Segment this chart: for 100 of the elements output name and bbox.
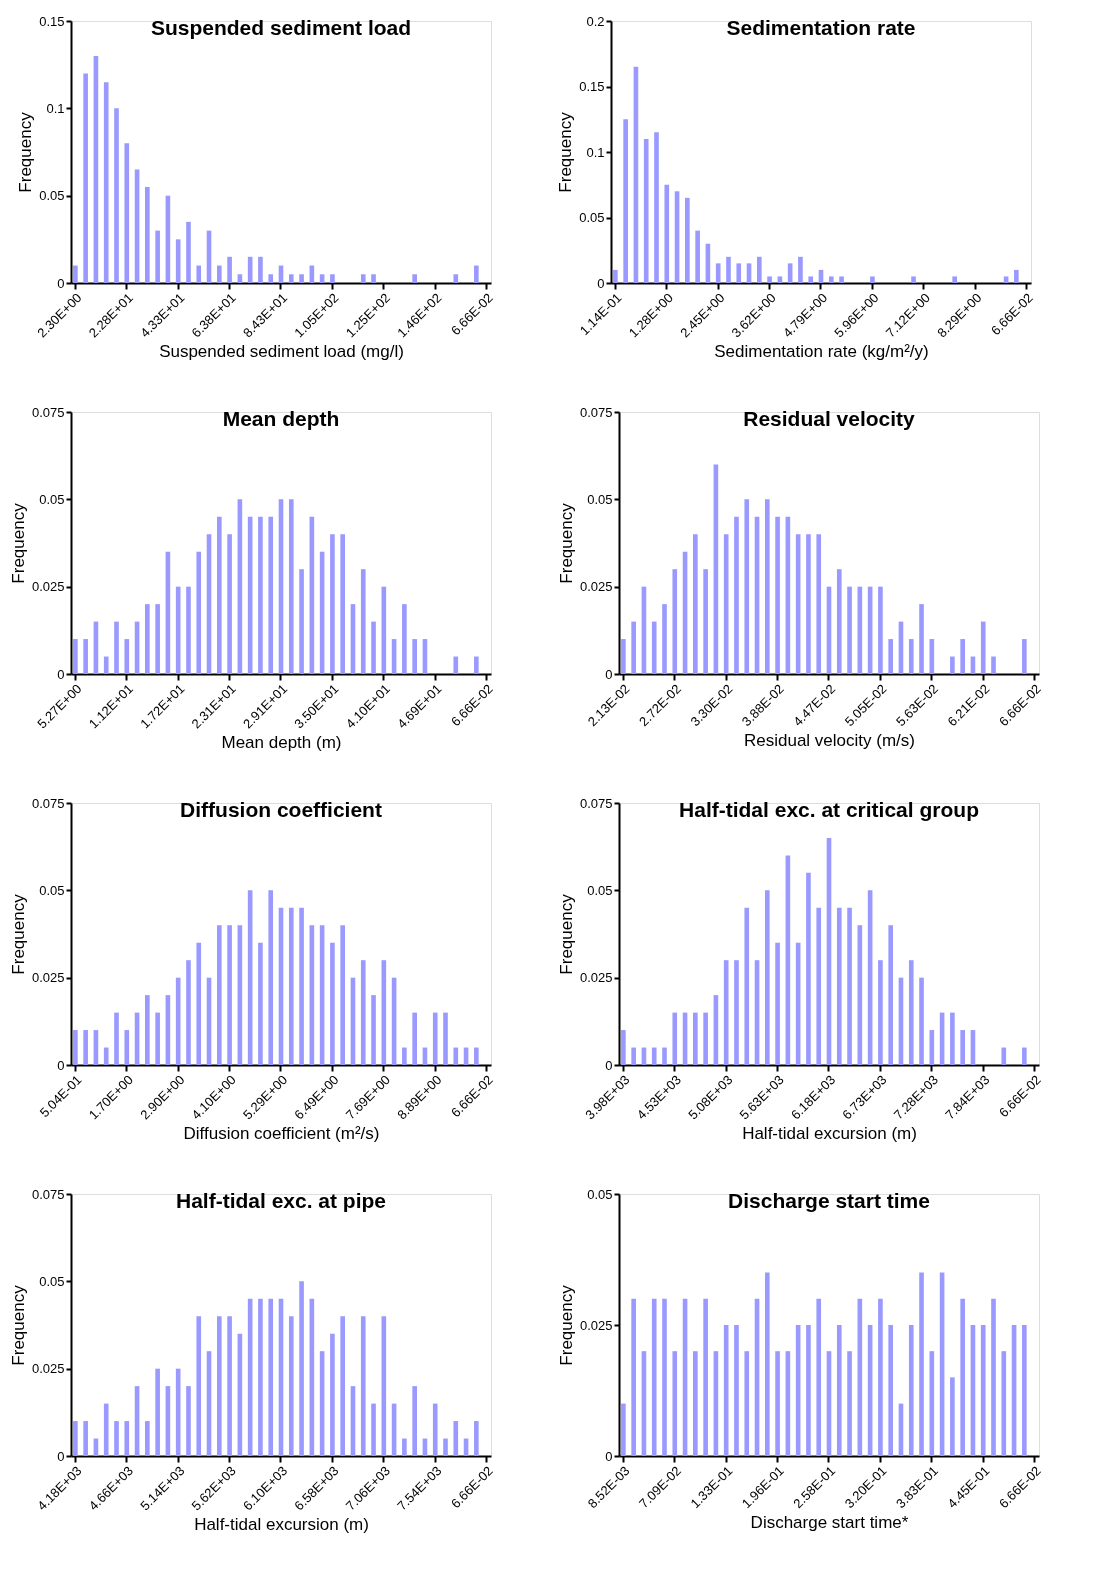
bar [443, 1438, 448, 1456]
bar [631, 1047, 636, 1065]
chart-title: Discharge start time [728, 1189, 930, 1212]
bar [693, 534, 698, 674]
y-tick-label: 0.025 [579, 970, 613, 986]
y-tick-label: 0.05 [39, 882, 65, 898]
bar [83, 73, 88, 283]
y-tick-label: 0 [57, 275, 65, 291]
bar [196, 942, 202, 1065]
bar [991, 1298, 996, 1456]
x-axis-title: Sedimentation rate (kg/m²/y) [714, 342, 929, 362]
bar [217, 265, 222, 283]
bar [217, 1316, 222, 1456]
bar [145, 604, 150, 674]
bar [227, 534, 232, 674]
bar [836, 1325, 842, 1456]
bar [662, 604, 667, 674]
bar [980, 1325, 986, 1456]
y-axis-title: Frequency [8, 502, 28, 584]
bar [155, 1368, 160, 1456]
bar [73, 1421, 78, 1456]
chart-title: Sedimentation rate [726, 16, 916, 39]
bar [744, 907, 750, 1065]
bar [911, 276, 916, 283]
bar [474, 265, 479, 283]
bar [340, 534, 345, 674]
bar [693, 1012, 698, 1065]
bar [453, 656, 459, 674]
bar [765, 1272, 770, 1456]
y-tick-label: 0.025 [31, 970, 65, 986]
x-axis-title: Half-tidal excursion (m) [194, 1515, 369, 1535]
y-tick-label: 0.075 [31, 795, 65, 811]
bar [960, 1298, 965, 1456]
bar [412, 1012, 417, 1065]
bar [736, 263, 742, 283]
bar [631, 1298, 636, 1456]
bar [765, 499, 770, 674]
bar [103, 656, 109, 674]
bar [73, 1030, 78, 1065]
y-axis-title: Frequency [16, 111, 36, 193]
bar [103, 1047, 109, 1065]
bar [360, 960, 366, 1065]
y-tick-label: 0 [57, 1448, 65, 1464]
bar [124, 143, 130, 283]
bar [1022, 1047, 1027, 1065]
bar [103, 1403, 109, 1456]
bar [258, 1298, 263, 1456]
bar [227, 925, 232, 1065]
y-tick-label: 0 [605, 1057, 613, 1073]
bar [1022, 1325, 1027, 1456]
bar [695, 230, 700, 283]
y-tick-label: 0.025 [31, 1361, 65, 1377]
bar [757, 256, 762, 283]
bar [412, 1386, 417, 1456]
chart-title: Half-tidal exc. at pipe [175, 1189, 387, 1212]
bar [299, 569, 304, 674]
bar [145, 995, 150, 1065]
bar [432, 1012, 438, 1065]
bar [734, 1325, 739, 1456]
bar [268, 890, 274, 1065]
bar [744, 499, 750, 674]
bar [124, 639, 130, 674]
y-tick-label: 0.2 [586, 13, 605, 29]
bar [980, 621, 986, 674]
bar [124, 1421, 130, 1456]
bar [621, 1403, 626, 1456]
bar [919, 1272, 924, 1456]
bar [227, 256, 232, 283]
bar [950, 1377, 955, 1456]
y-tick-label: 0 [605, 666, 613, 682]
bar [621, 639, 626, 674]
bar [703, 1012, 708, 1065]
bar [888, 1325, 893, 1456]
bar [726, 256, 731, 283]
bar [155, 1012, 160, 1065]
y-tick-label: 0.075 [31, 404, 65, 420]
y-tick-label: 0 [597, 275, 605, 291]
bar [888, 925, 893, 1065]
bar [734, 516, 739, 674]
bar [114, 621, 119, 674]
bar [623, 119, 628, 283]
bar [703, 1298, 708, 1456]
bar [919, 977, 924, 1065]
bar [960, 1030, 965, 1065]
bar [186, 586, 191, 674]
y-tick-label: 0.05 [39, 188, 65, 204]
bar [1001, 1047, 1007, 1065]
bar [474, 656, 479, 674]
bar [227, 1316, 232, 1456]
bar [651, 1298, 657, 1456]
y-axis-title: Frequency [556, 111, 576, 193]
bar [878, 1298, 883, 1456]
bar [950, 656, 955, 674]
y-tick-label: 0 [57, 666, 65, 682]
y-tick-label: 0.05 [587, 882, 613, 898]
bar [651, 1047, 657, 1065]
bar [474, 1047, 479, 1065]
bar [839, 276, 844, 283]
chart-title: Mean depth [222, 407, 340, 430]
bar [402, 1438, 407, 1456]
